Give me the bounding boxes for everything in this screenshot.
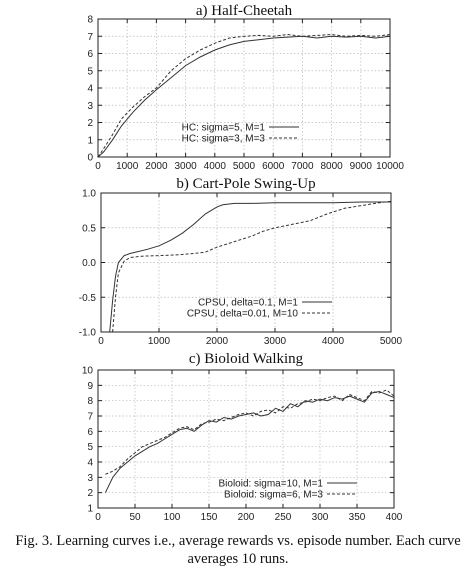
x-tick-label: 7000	[291, 161, 314, 172]
y-tick-label: 2	[87, 118, 93, 129]
chart-panel-2: b) Cart-Pole Swing-Up 0 1000 2000 3000 4000 50…	[79, 176, 403, 347]
chart-title: a) Half-Cheetah	[196, 3, 293, 19]
x-tick-label: 2000	[145, 161, 168, 172]
y-tick-label: 8	[87, 15, 93, 26]
x-tick-label: 100	[164, 512, 181, 523]
y-tick-label: 2	[87, 488, 93, 499]
y-tick-label: 10	[82, 366, 94, 377]
x-tick-label: 3000	[264, 336, 287, 347]
y-tick-label: -1.0	[79, 328, 97, 339]
series-line-1	[97, 35, 391, 158]
series-line-1	[109, 201, 391, 333]
plot-frame	[97, 18, 391, 158]
x-tick-label: 0	[95, 512, 101, 523]
series-line-2	[97, 33, 391, 158]
y-tick-label: 7	[87, 32, 93, 43]
y-tick-label: 4	[87, 84, 93, 95]
series-line-2	[105, 389, 395, 475]
y-tick-label: 4	[87, 458, 93, 469]
x-tick-label: 4000	[322, 336, 345, 347]
legend-label: CPSU, delta=0.1, M=1	[198, 298, 298, 309]
x-tick-label: 9000	[350, 161, 373, 172]
x-tick-label: 4000	[204, 161, 227, 172]
y-tick-label: 1	[87, 135, 93, 146]
x-tick-label: 400	[386, 512, 403, 523]
plot-frame	[97, 369, 395, 509]
x-tick-label: 200	[238, 512, 255, 523]
chart-title: c) Bioloid Walking	[189, 351, 304, 367]
x-tick-label: 150	[201, 512, 218, 523]
legend-label: HC: sigma=5, M=1	[182, 123, 266, 134]
plot-frame	[100, 192, 392, 333]
legend-label: CPSU, delta=0.01, M=10	[187, 309, 299, 320]
x-tick-label: 3000	[174, 161, 197, 172]
y-tick-label: 3	[87, 101, 93, 112]
chart-panel-1: a) Half-Cheetah 0 1000 2000 3000 4000 5000 6000…	[87, 3, 404, 172]
x-tick-label: 350	[349, 512, 366, 523]
x-tick-label: 2000	[206, 336, 229, 347]
y-tick-label: -0.5	[79, 293, 97, 304]
y-tick-label: 0.0	[82, 258, 96, 269]
x-tick-label: 250	[275, 512, 292, 523]
y-tick-label: 7	[87, 412, 93, 423]
y-tick-label: 0	[87, 153, 93, 164]
y-tick-label: 5	[87, 66, 93, 77]
x-tick-label: 10000	[376, 161, 404, 172]
y-tick-label: 1	[87, 504, 93, 515]
y-tick-label: 1.0	[82, 189, 96, 200]
x-tick-label: 1000	[148, 336, 171, 347]
legend-label: Bioloid: sigma=10, M=1	[218, 479, 323, 490]
x-tick-label: 8000	[320, 161, 343, 172]
x-tick-label: 5000	[233, 161, 256, 172]
x-tick-label: 300	[312, 512, 329, 523]
y-tick-label: 0.5	[82, 223, 96, 234]
x-tick-label: 6000	[262, 161, 285, 172]
y-tick-label: 9	[87, 381, 93, 392]
x-tick-label: 5000	[380, 336, 403, 347]
x-tick-label: 0	[95, 161, 101, 172]
y-tick-label: 6	[87, 49, 93, 60]
x-tick-label: 0	[98, 336, 104, 347]
y-tick-label: 8	[87, 396, 93, 407]
y-tick-label: 3	[87, 473, 93, 484]
x-tick-label: 1000	[116, 161, 139, 172]
x-tick-label: 50	[129, 512, 141, 523]
y-tick-label: 6	[87, 427, 93, 438]
chart-panel-3: c) Bioloid Walking 0 50 100 150 200 250 300 350 4…	[82, 351, 403, 523]
y-tick-label: 5	[87, 442, 93, 453]
legend-label: HC: sigma=3, M=3	[182, 134, 266, 145]
figure-caption: Fig. 3. Learning curves i.e., average re…	[15, 533, 461, 567]
chart-title: b) Cart-Pole Swing-Up	[176, 176, 315, 192]
series-line-2	[112, 200, 392, 333]
legend-label: Bioloid: sigma=6, M=3	[224, 490, 323, 501]
